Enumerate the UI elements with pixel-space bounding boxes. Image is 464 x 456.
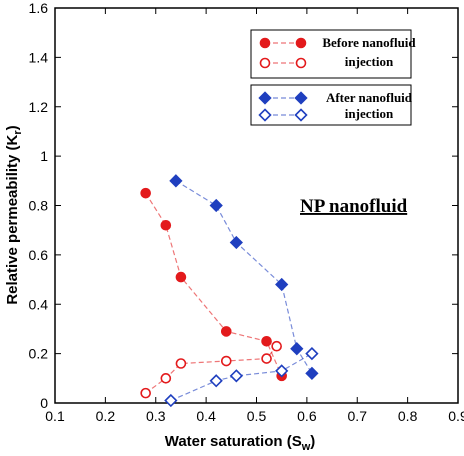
series-open-circle xyxy=(140,340,282,399)
data-point xyxy=(290,342,304,356)
axis-ticks: 0.1 0.2 0.3 0.4 0.5 0.6 0.7 0.8 0.9 0 0.2 0.4 0.6 0.8… xyxy=(29,0,464,424)
data-point xyxy=(261,353,272,364)
data-point xyxy=(229,369,243,383)
series-line xyxy=(145,192,283,377)
y-tick-label: 1.6 xyxy=(29,0,49,16)
data-point xyxy=(271,340,282,352)
series-filled-diamond xyxy=(169,174,319,381)
y-axis-title: Relative permeability (Kr) xyxy=(4,125,24,304)
x-tick-label: 0.5 xyxy=(247,408,267,424)
x-tick-label: 0.1 xyxy=(45,408,65,424)
data-point xyxy=(160,373,172,384)
legend-label-line2: injection xyxy=(345,54,394,69)
data-point xyxy=(305,346,319,361)
data-point xyxy=(258,108,272,122)
data-point xyxy=(140,387,151,399)
series-open-diamond xyxy=(164,346,319,408)
data-point xyxy=(220,326,232,337)
series-line xyxy=(175,180,313,374)
data-point xyxy=(305,366,319,381)
legend-box xyxy=(250,29,412,79)
data-point xyxy=(295,57,307,69)
x-tick-label: 0.9 xyxy=(448,408,464,424)
x-tick-label: 0.8 xyxy=(398,408,418,424)
data-point xyxy=(259,37,271,49)
y-tick-label: 0.4 xyxy=(29,296,49,312)
legend-label-line2: injection xyxy=(345,106,394,121)
x-tick-label: 0.2 xyxy=(96,408,116,424)
data-point xyxy=(175,271,187,283)
data-point xyxy=(294,108,308,122)
x-tick-label: 0.3 xyxy=(146,408,166,424)
data-series xyxy=(140,174,319,408)
data-point xyxy=(261,335,272,347)
data-point xyxy=(209,374,223,388)
y-tick-label: 0.2 xyxy=(29,346,49,362)
annotation-label: NP nanofluid xyxy=(300,196,408,217)
x-tick-label: 0.4 xyxy=(196,408,216,424)
series-line xyxy=(170,353,313,402)
data-point xyxy=(295,37,307,49)
y-tick-label: 1 xyxy=(40,148,48,164)
data-point xyxy=(175,358,187,369)
data-point xyxy=(160,219,172,231)
y-tick-label: 0.6 xyxy=(29,247,49,263)
series-filled-circle xyxy=(140,187,287,382)
legend-label-line1: Before nanofluid xyxy=(322,35,416,50)
y-tick-label: 0 xyxy=(40,395,48,411)
y-tick-label: 1.2 xyxy=(29,99,49,115)
y-tick-label: 1.4 xyxy=(29,49,49,65)
data-point xyxy=(294,91,308,105)
y-tick-label: 0.8 xyxy=(29,198,49,214)
legend-box xyxy=(250,84,412,126)
x-axis-title: Water saturation (Sw) xyxy=(165,433,316,453)
legend-label-line1: After nanofluid xyxy=(326,90,413,105)
series-line xyxy=(145,345,278,394)
data-point xyxy=(258,91,272,105)
data-point xyxy=(259,57,271,69)
x-tick-label: 0.7 xyxy=(348,408,368,424)
x-tick-label: 0.6 xyxy=(297,408,317,424)
data-point xyxy=(209,198,223,213)
data-point xyxy=(169,174,183,188)
data-point xyxy=(229,235,243,250)
data-point xyxy=(275,277,289,292)
data-point xyxy=(220,355,232,367)
data-point xyxy=(140,187,151,199)
data-point xyxy=(275,364,289,378)
legend-group-1: Before nanofluid injection xyxy=(250,29,416,79)
data-point xyxy=(164,393,178,408)
